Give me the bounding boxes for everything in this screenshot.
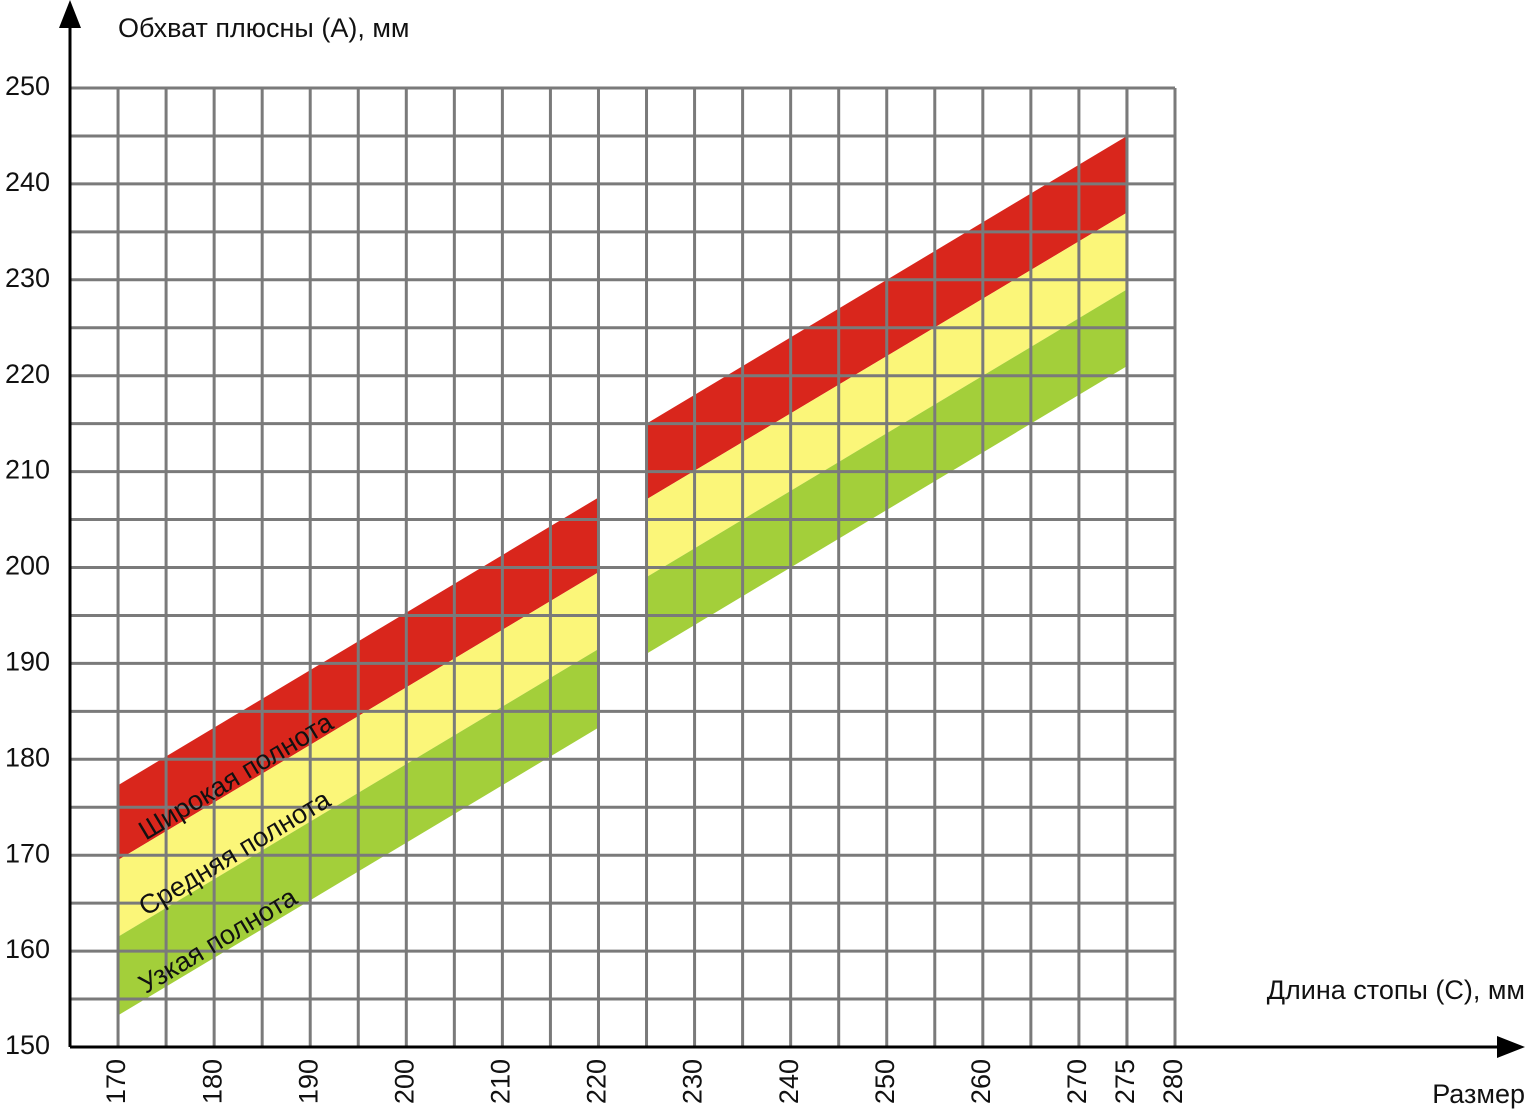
y-tick-label: 200 [5,551,50,581]
y-arrow [59,0,81,28]
x-tick-label: 260 [966,1059,996,1104]
x-tick-label: 210 [486,1059,516,1104]
y-tick-label: 220 [5,359,50,389]
x-tick-label: 190 [293,1059,323,1104]
y-tick-label: 180 [5,742,50,772]
x-arrow [1497,1036,1525,1058]
x-tick-label: 170 [101,1059,131,1104]
y-tick-label: 170 [5,838,50,868]
grid [70,86,1177,1049]
x-tick-label: 275 [1110,1059,1140,1104]
x-tick-label: 230 [678,1059,708,1104]
x-tick-label: 180 [197,1059,227,1104]
x-axis-label-2: Размер [1432,1079,1525,1109]
x-axis-label: Длина стопы (С), мм [1267,975,1525,1005]
x-tick-label: 240 [774,1059,804,1104]
x-tick-label: 270 [1062,1059,1092,1104]
y-tick-label: 250 [5,71,50,101]
x-tick-label: 250 [870,1059,900,1104]
y-tick-label: 150 [5,1030,50,1060]
x-tick-label: 220 [582,1059,612,1104]
x-tick-label: 200 [389,1059,419,1104]
x-tick-label: 280 [1158,1059,1188,1104]
y-tick-label: 160 [5,934,50,964]
y-axis-label: Обхват плюсны (А), мм [118,13,409,43]
y-tick-label: 210 [5,455,50,485]
bands [118,135,1127,1016]
y-tick-label: 190 [5,647,50,677]
y-tick-label: 230 [5,263,50,293]
y-tick-label: 240 [5,167,50,197]
